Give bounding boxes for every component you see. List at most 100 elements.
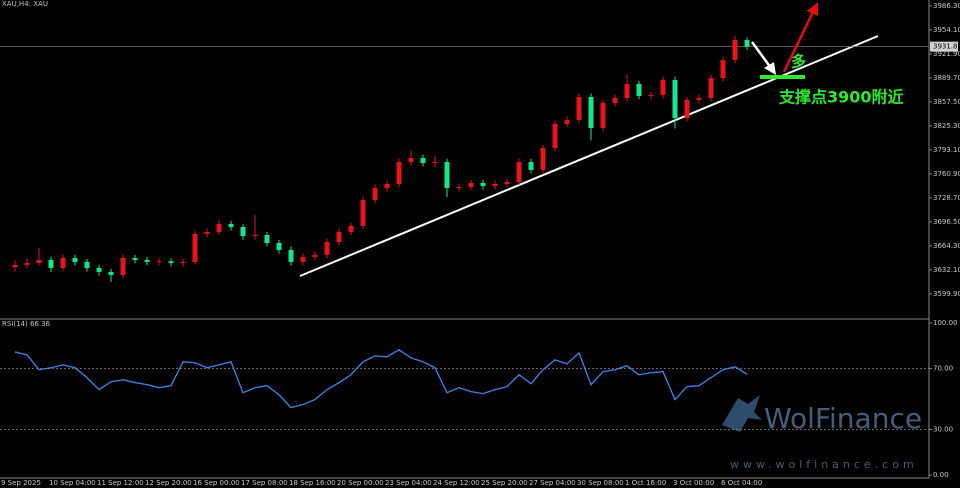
candle-body (84, 261, 90, 268)
rsi-line (14, 349, 748, 409)
candle-body (420, 157, 426, 163)
up-arrow (782, 11, 815, 73)
candle-body (312, 254, 318, 257)
candle-body (204, 231, 210, 235)
candle-body (516, 162, 522, 182)
candle-body (456, 186, 462, 188)
y-tick-label: 3728.70 (933, 194, 960, 202)
annotation-support: 支撑点3900附近 (778, 88, 904, 107)
y-tick-label: 3889.70 (933, 74, 960, 82)
y-tick-label: 3664.30 (933, 242, 960, 250)
candle-body (552, 124, 558, 149)
candle-body (96, 267, 102, 272)
candle-body (576, 96, 582, 120)
watermark-brand: WolFinance (764, 402, 922, 435)
y-tick-label: 3632.10 (933, 266, 960, 274)
candle-body (348, 225, 354, 232)
candle-body (372, 187, 378, 200)
candle-body (108, 271, 114, 275)
y-tick-label: 3857.50 (933, 98, 960, 106)
candle-body (564, 119, 570, 125)
x-tick-label: 24 Sep 12:00 (433, 479, 480, 487)
candle-body (180, 261, 186, 264)
x-tick-label: 27 Sep 04:00 (529, 479, 576, 487)
last-price-box (930, 41, 958, 52)
candle-body (396, 162, 402, 185)
y-tick-label: 3599.90 (933, 290, 960, 298)
candle-body (48, 259, 54, 268)
candle-body (276, 242, 282, 250)
down-arrow-head (764, 62, 776, 75)
x-tick-label: 16 Sep 00:00 (193, 479, 240, 487)
y-tick-label: 3954.10 (933, 26, 960, 34)
candle-body (624, 83, 630, 99)
candle-body (132, 258, 138, 260)
candle-body (540, 148, 546, 170)
watermark: WolFinance www.wolfinance.com (722, 395, 922, 471)
candle-body (732, 40, 738, 60)
candle-body (192, 234, 198, 262)
candle-body (300, 256, 306, 262)
candle-body (228, 223, 234, 228)
watermark-url: www.wolfinance.com (730, 458, 918, 471)
candle-body (636, 83, 642, 96)
candle-body (24, 263, 30, 265)
x-tick-label: 6 Oct 04:00 (721, 479, 762, 487)
candle-body (492, 184, 498, 187)
candle-body (684, 100, 690, 118)
candle-body (588, 96, 594, 128)
y-tick-label: 3986.30 (933, 2, 960, 10)
x-tick-label: 25 Sep 20:00 (481, 479, 528, 487)
x-tick-label: 20 Sep 00:00 (337, 479, 384, 487)
x-tick-label: 10 Sep 04:00 (49, 479, 96, 487)
candle-body (612, 98, 618, 103)
watermark-logo (722, 395, 762, 432)
x-tick-label: 17 Sep 08:00 (241, 479, 288, 487)
annotation-long: 多 (791, 53, 806, 71)
candle-body (216, 223, 222, 232)
candle-body (708, 78, 714, 99)
y-tick-label: 3696.50 (933, 218, 960, 226)
candle-body (468, 182, 474, 187)
candle-body (528, 162, 534, 170)
rsi-title: RSI(14) 66.36 (2, 320, 51, 328)
candle-body (60, 258, 66, 268)
x-tick-label: 30 Sep 08:00 (577, 479, 624, 487)
x-tick-label: 1 Oct 16:00 (625, 479, 666, 487)
candle-body (408, 157, 414, 163)
candle-body (264, 234, 270, 243)
candle-body (660, 79, 666, 96)
candle-body (444, 162, 450, 188)
y-tick-label: 3825.30 (933, 122, 960, 130)
candle-body (120, 258, 126, 275)
candle-body (36, 259, 42, 264)
candle-body (504, 181, 510, 185)
y-tick-label: 70.00 (933, 365, 953, 373)
chart-title: XAU,H4: XAU (2, 0, 48, 8)
y-tick-label: 3760.90 (933, 170, 960, 178)
candle-body (240, 227, 246, 237)
candle-body (648, 95, 654, 97)
last-price-label: 3931.82 (933, 43, 960, 51)
candle-body (480, 182, 486, 187)
candle-body (744, 40, 750, 47)
candle-body (672, 79, 678, 118)
candle-body (696, 98, 702, 101)
candle-body (336, 231, 342, 242)
y-tick-label: 100.00 (933, 319, 958, 327)
candle-body (12, 264, 18, 268)
x-tick-label: 18 Sep 16:00 (289, 479, 336, 487)
candle-body (720, 59, 726, 79)
x-tick-label: 9 Sep 2025 (1, 479, 41, 487)
candle-body (72, 258, 78, 262)
candle-body (168, 261, 174, 264)
x-tick-label: 12 Sep 20:00 (145, 479, 192, 487)
x-tick-label: 11 Sep 12:00 (97, 479, 144, 487)
y-tick-label: 30.00 (933, 425, 953, 433)
y-tick-label: 0.00 (933, 471, 949, 479)
up-arrow-head (807, 2, 818, 16)
candle-body (600, 102, 606, 128)
candle-body (432, 162, 438, 164)
